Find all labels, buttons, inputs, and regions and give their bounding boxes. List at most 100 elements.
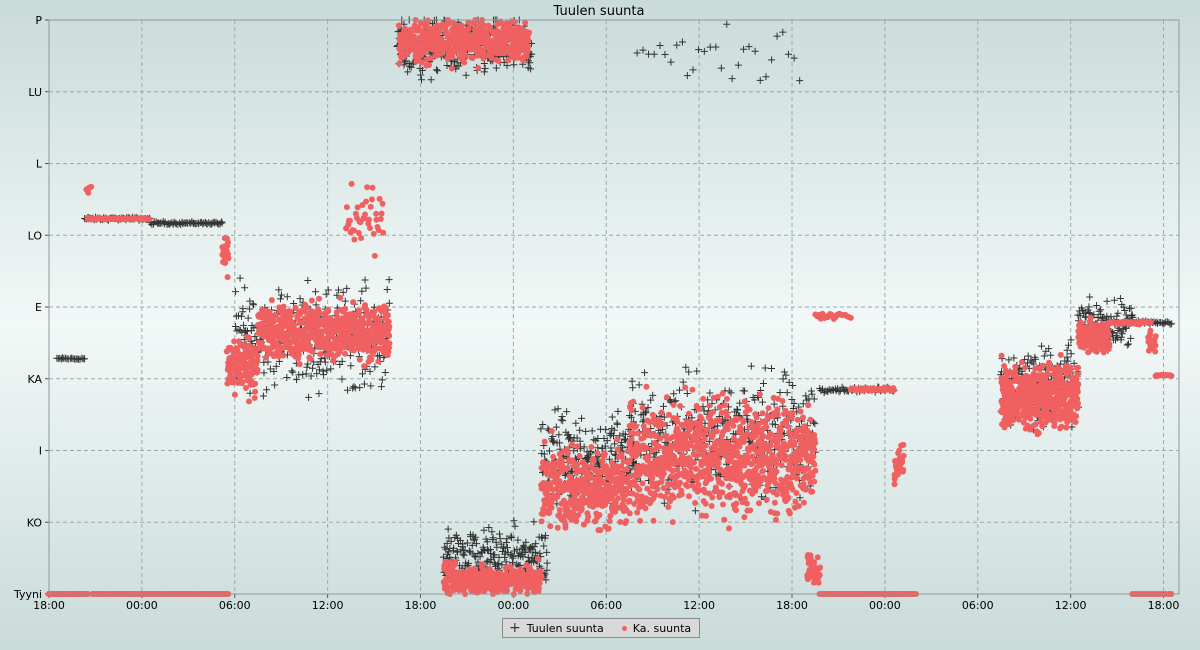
average-direction-point bbox=[685, 493, 692, 500]
wind-direction-point bbox=[556, 439, 564, 447]
wind-direction-point bbox=[578, 414, 586, 422]
wind-direction-point bbox=[381, 369, 389, 377]
wind-direction-point bbox=[234, 312, 242, 320]
wind-direction-point bbox=[705, 437, 713, 445]
wind-direction-point bbox=[465, 547, 473, 555]
average-direction-point bbox=[538, 518, 545, 525]
x-tick-label: 00:00 bbox=[498, 599, 530, 612]
average-direction-point bbox=[307, 356, 314, 363]
wind-direction-point bbox=[782, 371, 790, 379]
average-direction-point bbox=[698, 415, 705, 422]
wind-direction-point bbox=[1114, 309, 1122, 317]
wind-direction-point bbox=[551, 406, 559, 414]
wind-direction-point bbox=[307, 372, 315, 380]
average-direction-point bbox=[774, 510, 781, 517]
wind-direction-point bbox=[725, 387, 733, 395]
wind-direction-point bbox=[244, 314, 252, 322]
x-tick-label: 00:00 bbox=[869, 599, 901, 612]
average-direction-point bbox=[605, 525, 612, 532]
average-direction-point bbox=[774, 406, 781, 413]
wind-direction-point bbox=[238, 328, 246, 336]
wind-direction-point bbox=[685, 368, 693, 376]
chart-title: Tuulen suunta bbox=[553, 4, 645, 19]
wind-direction-point bbox=[594, 434, 602, 442]
average-direction-point bbox=[636, 486, 643, 493]
average-direction-point bbox=[222, 259, 229, 266]
x-tick-label: 06:00 bbox=[219, 599, 251, 612]
wind-direction-point bbox=[489, 534, 497, 542]
average-direction-point bbox=[379, 200, 386, 207]
wind-direction-point bbox=[761, 364, 769, 372]
y-tick-label: LO bbox=[28, 229, 43, 242]
wind-direction-point bbox=[554, 405, 562, 413]
wind-direction-point bbox=[450, 544, 458, 552]
average-direction-point bbox=[526, 29, 533, 36]
wind-direction-point bbox=[239, 308, 247, 316]
x-tick-label: 06:00 bbox=[590, 599, 622, 612]
wind-direction-point bbox=[272, 362, 280, 370]
y-tick-label: E bbox=[35, 301, 42, 314]
wind-direction-point bbox=[327, 365, 335, 373]
wind-direction-point bbox=[660, 413, 668, 421]
average-direction-point bbox=[767, 442, 774, 449]
average-direction-point bbox=[534, 555, 541, 562]
wind-direction-point bbox=[346, 352, 354, 360]
average-direction-point bbox=[348, 180, 355, 187]
average-direction-point bbox=[639, 480, 646, 487]
wind-direction-point bbox=[405, 60, 413, 68]
wind-direction-point bbox=[519, 553, 527, 561]
average-direction-point bbox=[657, 435, 664, 442]
average-direction-point bbox=[628, 407, 635, 414]
average-direction-point bbox=[632, 423, 639, 430]
wind-direction-point bbox=[552, 423, 560, 431]
wind-direction-point bbox=[530, 543, 538, 551]
wind-direction-point bbox=[462, 71, 470, 79]
wind-direction-point bbox=[491, 551, 499, 559]
average-direction-point bbox=[578, 505, 585, 512]
wind-direction-point bbox=[492, 538, 500, 546]
average-direction-point bbox=[85, 189, 92, 196]
wind-direction-point bbox=[768, 56, 776, 64]
average-direction-point bbox=[695, 405, 702, 412]
wind-direction-point bbox=[502, 558, 510, 566]
grid-lines bbox=[49, 20, 1179, 594]
wind-direction-point bbox=[714, 422, 722, 430]
wind-direction-point bbox=[619, 444, 627, 452]
wind-direction-point bbox=[347, 362, 355, 370]
average-direction-point bbox=[309, 348, 316, 355]
average-direction-point bbox=[302, 308, 309, 315]
wind-direction-point bbox=[557, 416, 565, 424]
average-direction-point bbox=[246, 342, 253, 349]
average-direction-point bbox=[564, 450, 571, 457]
wind-direction-point bbox=[539, 421, 547, 429]
average-direction-point bbox=[504, 587, 511, 594]
wind-direction-point bbox=[1127, 304, 1135, 312]
wind-direction-point bbox=[522, 538, 530, 546]
wind-direction-point bbox=[660, 499, 668, 507]
average-direction-point bbox=[740, 418, 747, 425]
average-direction-point bbox=[275, 348, 282, 355]
average-direction-point bbox=[650, 517, 657, 524]
average-direction-point bbox=[594, 450, 601, 457]
wind-direction-point bbox=[293, 376, 301, 384]
wind-direction-point bbox=[496, 535, 504, 543]
average-direction-point bbox=[463, 52, 470, 59]
wind-direction-point bbox=[532, 540, 540, 548]
wind-direction-point bbox=[601, 442, 609, 450]
average-direction-point bbox=[709, 494, 716, 501]
wind-direction-point bbox=[302, 370, 310, 378]
average-direction-point bbox=[451, 561, 458, 568]
average-direction-point bbox=[252, 388, 259, 395]
wind-direction-point bbox=[418, 76, 426, 84]
wind-direction-point bbox=[476, 553, 484, 561]
wind-direction-point bbox=[249, 300, 257, 308]
average-direction-point bbox=[146, 216, 153, 223]
wind-direction-point bbox=[796, 77, 804, 85]
wind-direction-point bbox=[576, 426, 584, 434]
wind-direction-point bbox=[683, 390, 691, 398]
average-direction-point bbox=[246, 335, 253, 342]
wind-direction-point bbox=[509, 552, 517, 560]
wind-direction-point bbox=[647, 396, 655, 404]
wind-direction-point bbox=[751, 396, 759, 404]
